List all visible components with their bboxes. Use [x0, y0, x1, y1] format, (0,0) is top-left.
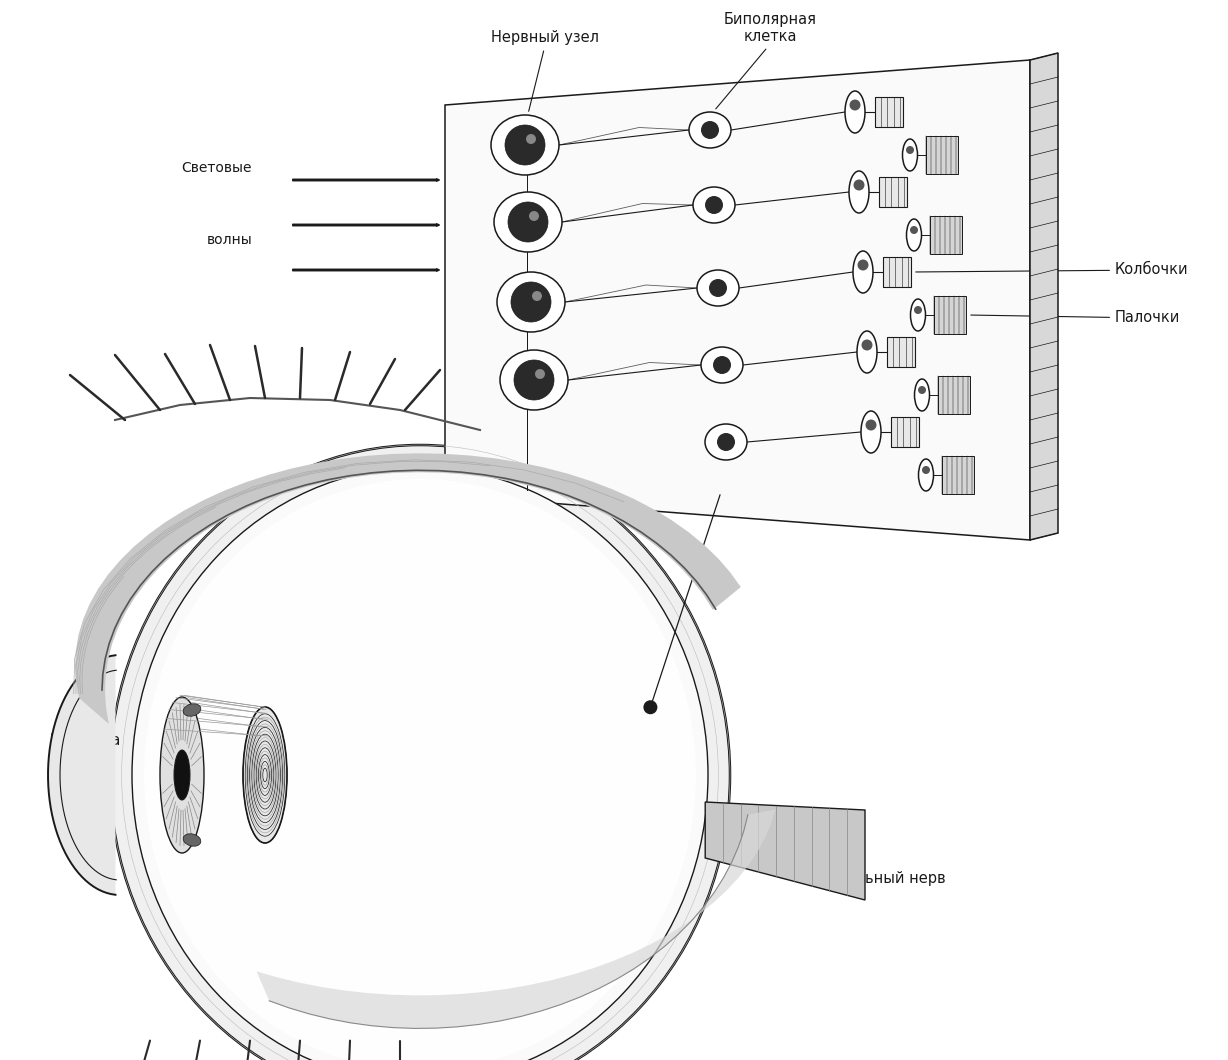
Polygon shape	[445, 60, 1030, 540]
Circle shape	[508, 202, 548, 242]
Ellipse shape	[693, 187, 736, 223]
Ellipse shape	[861, 411, 880, 453]
Ellipse shape	[111, 445, 729, 1060]
Text: Радужная
оболочка
(радужка): Радужная оболочка (радужка)	[194, 555, 370, 719]
Ellipse shape	[160, 697, 204, 853]
Circle shape	[532, 292, 542, 301]
Text: Колбочки: Колбочки	[916, 263, 1189, 278]
Text: Биполярная
клетка: Биполярная клетка	[716, 12, 817, 109]
Ellipse shape	[183, 834, 201, 846]
Ellipse shape	[903, 139, 917, 171]
Text: К зрительному
нерву: К зрительному нерву	[468, 548, 582, 581]
Ellipse shape	[243, 707, 287, 843]
Circle shape	[643, 701, 657, 714]
Polygon shape	[48, 655, 115, 895]
Text: Сетчатка: Сетчатка	[524, 784, 596, 922]
Circle shape	[535, 369, 545, 379]
Circle shape	[717, 432, 736, 450]
Ellipse shape	[915, 379, 930, 411]
Circle shape	[526, 134, 535, 144]
Ellipse shape	[845, 91, 865, 132]
Bar	[879, 177, 907, 207]
Text: Зрачок: Зрачок	[194, 701, 404, 774]
Ellipse shape	[183, 704, 201, 717]
Bar	[930, 216, 962, 254]
Text: Роговица: Роговица	[50, 732, 122, 773]
Ellipse shape	[853, 251, 873, 293]
Ellipse shape	[144, 479, 696, 1060]
Circle shape	[919, 386, 926, 394]
Bar	[892, 417, 919, 447]
Bar	[942, 456, 974, 494]
Bar	[935, 296, 966, 334]
Ellipse shape	[497, 272, 565, 332]
Circle shape	[713, 356, 731, 374]
Ellipse shape	[491, 114, 559, 175]
Bar	[876, 98, 903, 127]
Ellipse shape	[849, 171, 869, 213]
Circle shape	[922, 466, 930, 474]
Ellipse shape	[131, 467, 709, 1060]
Ellipse shape	[910, 299, 926, 331]
Bar	[938, 376, 970, 414]
Text: Палочки: Палочки	[971, 311, 1180, 325]
Text: Световые: Световые	[182, 161, 252, 175]
Text: Зрительный нерв: Зрительный нерв	[763, 865, 946, 885]
Polygon shape	[705, 802, 865, 900]
Text: волны: волны	[206, 233, 252, 247]
Circle shape	[511, 282, 551, 322]
Text: Центральная
ямка: Центральная ямка	[499, 594, 643, 705]
Circle shape	[914, 306, 922, 314]
Polygon shape	[1030, 53, 1059, 540]
Ellipse shape	[857, 331, 877, 373]
Text: Нервный узел: Нервный узел	[491, 31, 599, 111]
Bar	[883, 257, 911, 287]
Circle shape	[505, 125, 545, 165]
Ellipse shape	[494, 192, 562, 252]
Ellipse shape	[698, 270, 739, 306]
Circle shape	[709, 279, 727, 297]
Bar	[887, 337, 915, 367]
Polygon shape	[257, 810, 776, 1028]
Bar	[926, 136, 958, 174]
Text: Хрусталик: Хрусталик	[344, 848, 426, 863]
Ellipse shape	[701, 347, 743, 383]
Polygon shape	[75, 454, 740, 724]
Circle shape	[701, 121, 720, 139]
Ellipse shape	[906, 219, 921, 251]
Circle shape	[910, 226, 919, 234]
Ellipse shape	[919, 459, 933, 491]
Circle shape	[853, 179, 865, 191]
Circle shape	[857, 260, 868, 270]
Ellipse shape	[500, 350, 569, 410]
Circle shape	[866, 420, 877, 430]
Ellipse shape	[174, 750, 190, 800]
Ellipse shape	[689, 112, 731, 148]
Circle shape	[515, 360, 554, 400]
Circle shape	[705, 196, 723, 214]
Ellipse shape	[705, 424, 747, 460]
Circle shape	[850, 100, 861, 110]
Circle shape	[529, 211, 539, 220]
Circle shape	[862, 339, 873, 351]
Circle shape	[906, 146, 914, 154]
